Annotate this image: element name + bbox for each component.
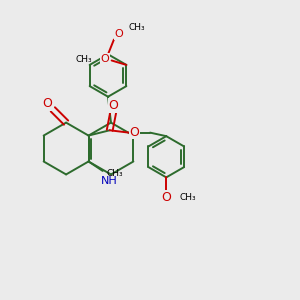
Text: O: O: [101, 54, 110, 64]
Text: CH₃: CH₃: [76, 55, 92, 64]
Text: O: O: [43, 97, 52, 110]
Text: CH₃: CH₃: [129, 23, 145, 32]
Text: O: O: [108, 99, 118, 112]
Text: NH: NH: [101, 176, 118, 186]
Text: CH₃: CH₃: [179, 193, 196, 202]
Text: CH₃: CH₃: [106, 169, 123, 178]
Text: O: O: [161, 191, 171, 204]
Text: O: O: [115, 29, 124, 39]
Text: O: O: [129, 125, 139, 139]
